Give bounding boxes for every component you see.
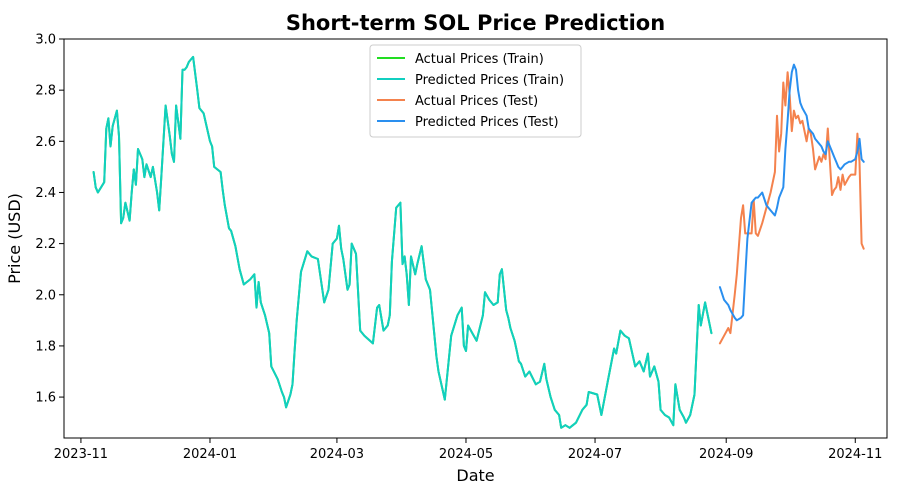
plot-frame — [63, 38, 888, 439]
series-line-3 — [718, 71, 865, 345]
x-tick-label: 2024-07 — [568, 447, 622, 462]
x-tick-label: 2024-05 — [439, 447, 493, 462]
y-tick-label: 2.2 — [35, 237, 56, 252]
y-axis-title: Price (USD) — [5, 193, 24, 284]
legend-label: Predicted Prices (Test) — [415, 115, 559, 130]
series-layer — [92, 55, 865, 429]
legend-box — [369, 44, 582, 138]
y-tick-label: 1.6 — [35, 391, 56, 406]
x-tick-label: 2023-11 — [54, 447, 108, 462]
y-tick-label: 1.8 — [35, 339, 56, 354]
chart-title: Short-term SOL Price Prediction — [286, 11, 665, 35]
y-tick-label: 2.6 — [35, 135, 56, 150]
y-tick-label: 3.0 — [35, 33, 56, 48]
legend-label: Predicted Prices (Train) — [415, 73, 564, 88]
y-tick-label: 2.0 — [35, 288, 56, 303]
legend-label: Actual Prices (Test) — [415, 94, 538, 109]
legend-label: Actual Prices (Train) — [415, 52, 544, 67]
x-tick-label: 2024-03 — [310, 447, 364, 462]
x-axis-title: Date — [456, 466, 494, 485]
x-tick-label: 2024-09 — [699, 447, 753, 462]
series-line-2 — [92, 55, 713, 429]
y-tick-label: 2.8 — [35, 84, 56, 99]
x-tick-label: 2024-11 — [828, 447, 882, 462]
x-tick-label: 2024-01 — [183, 447, 237, 462]
y-tick-label: 2.4 — [35, 186, 56, 201]
legend: Actual Prices (Train) Predicted Prices (T… — [369, 44, 582, 138]
series-line-4 — [718, 63, 865, 322]
axes-layer: 2023-11 2024-01 2024-03 2024-05 2024-07 2024-… — [35, 33, 888, 462]
